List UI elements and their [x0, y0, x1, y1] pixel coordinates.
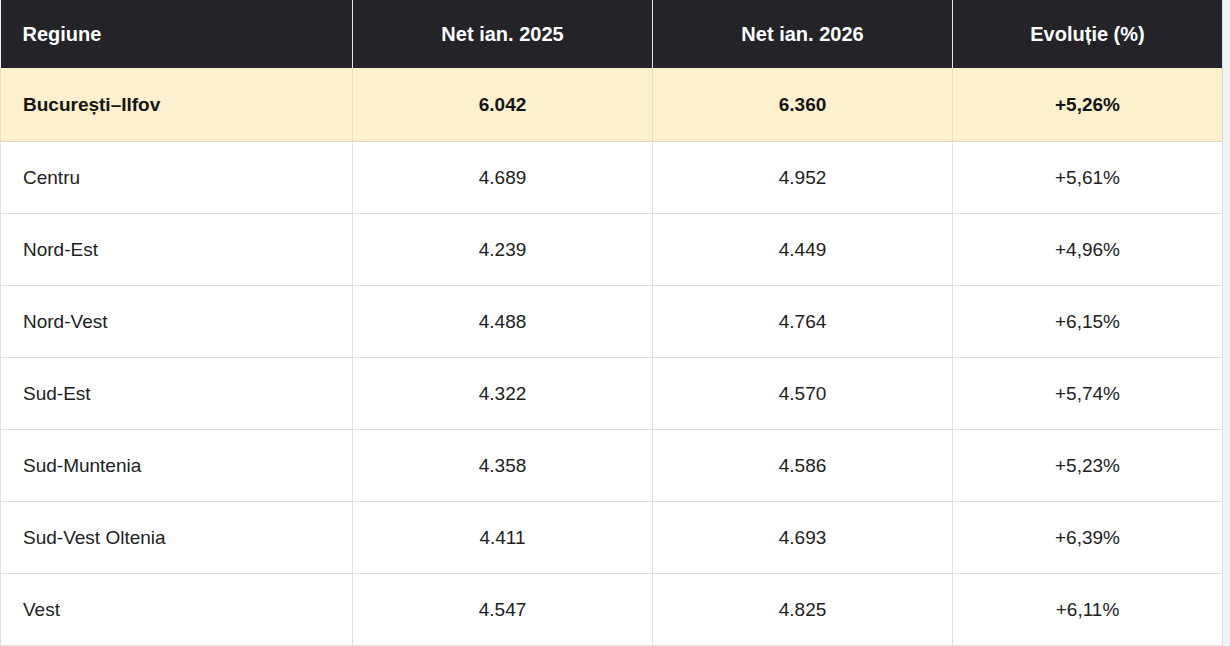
value-cell-evolutie: +6,11%	[953, 574, 1223, 646]
value-cell-net-2026: 4.570	[653, 358, 953, 430]
value-cell-evolutie: +5,23%	[953, 430, 1223, 502]
value-cell-net-2025: 4.488	[353, 286, 653, 358]
table-row-bucuresti-ilfov: București–Ilfov 6.042 6.360 +5,26%	[1, 68, 1223, 142]
table-row-nord-vest: Nord-Vest 4.488 4.764 +6,15%	[1, 286, 1223, 358]
value-cell-net-2026: 4.693	[653, 502, 953, 574]
header-cell-net-2025: Net ian. 2025	[353, 0, 653, 68]
region-cell: Sud-Vest Oltenia	[1, 502, 353, 574]
value-cell-net-2025: 4.689	[353, 142, 653, 214]
table-row-sud-muntenia: Sud-Muntenia 4.358 4.586 +5,23%	[1, 430, 1223, 502]
header-cell-regiune: Regiune	[1, 0, 353, 68]
region-cell: Nord-Vest	[1, 286, 353, 358]
value-cell-net-2025: 4.322	[353, 358, 653, 430]
value-cell-evolutie: +5,26%	[953, 68, 1223, 142]
value-cell-net-2026: 4.449	[653, 214, 953, 286]
region-cell: București–Ilfov	[1, 68, 353, 142]
value-cell-net-2025: 4.358	[353, 430, 653, 502]
header-cell-evolutie: Evoluție (%)	[953, 0, 1223, 68]
header-row: Regiune Net ian. 2025 Net ian. 2026 Evol…	[1, 0, 1223, 68]
table-row-nord-est: Nord-Est 4.239 4.449 +4,96%	[1, 214, 1223, 286]
value-cell-net-2025: 4.411	[353, 502, 653, 574]
region-salary-table-container: Regiune Net ian. 2025 Net ian. 2026 Evol…	[0, 0, 1222, 646]
value-cell-net-2026: 4.764	[653, 286, 953, 358]
value-cell-net-2026: 4.952	[653, 142, 953, 214]
table-row-vest: Vest 4.547 4.825 +6,11%	[1, 574, 1223, 646]
value-cell-net-2026: 4.825	[653, 574, 953, 646]
table-row-sud-est: Sud-Est 4.322 4.570 +5,74%	[1, 358, 1223, 430]
region-cell: Sud-Est	[1, 358, 353, 430]
table-row-sud-vest-oltenia: Sud-Vest Oltenia 4.411 4.693 +6,39%	[1, 502, 1223, 574]
value-cell-net-2025: 6.042	[353, 68, 653, 142]
region-cell: Sud-Muntenia	[1, 430, 353, 502]
value-cell-evolutie: +6,15%	[953, 286, 1223, 358]
header-cell-net-2026: Net ian. 2026	[653, 0, 953, 68]
value-cell-evolutie: +6,39%	[953, 502, 1223, 574]
value-cell-evolutie: +5,74%	[953, 358, 1223, 430]
value-cell-evolutie: +4,96%	[953, 214, 1223, 286]
value-cell-net-2025: 4.547	[353, 574, 653, 646]
value-cell-net-2026: 6.360	[653, 68, 953, 142]
region-cell: Nord-Est	[1, 214, 353, 286]
region-cell: Centru	[1, 142, 353, 214]
value-cell-evolutie: +5,61%	[953, 142, 1223, 214]
value-cell-net-2026: 4.586	[653, 430, 953, 502]
region-cell: Vest	[1, 574, 353, 646]
value-cell-net-2025: 4.239	[353, 214, 653, 286]
table-row-centru: Centru 4.689 4.952 +5,61%	[1, 142, 1223, 214]
region-salary-table: Regiune Net ian. 2025 Net ian. 2026 Evol…	[0, 0, 1223, 646]
